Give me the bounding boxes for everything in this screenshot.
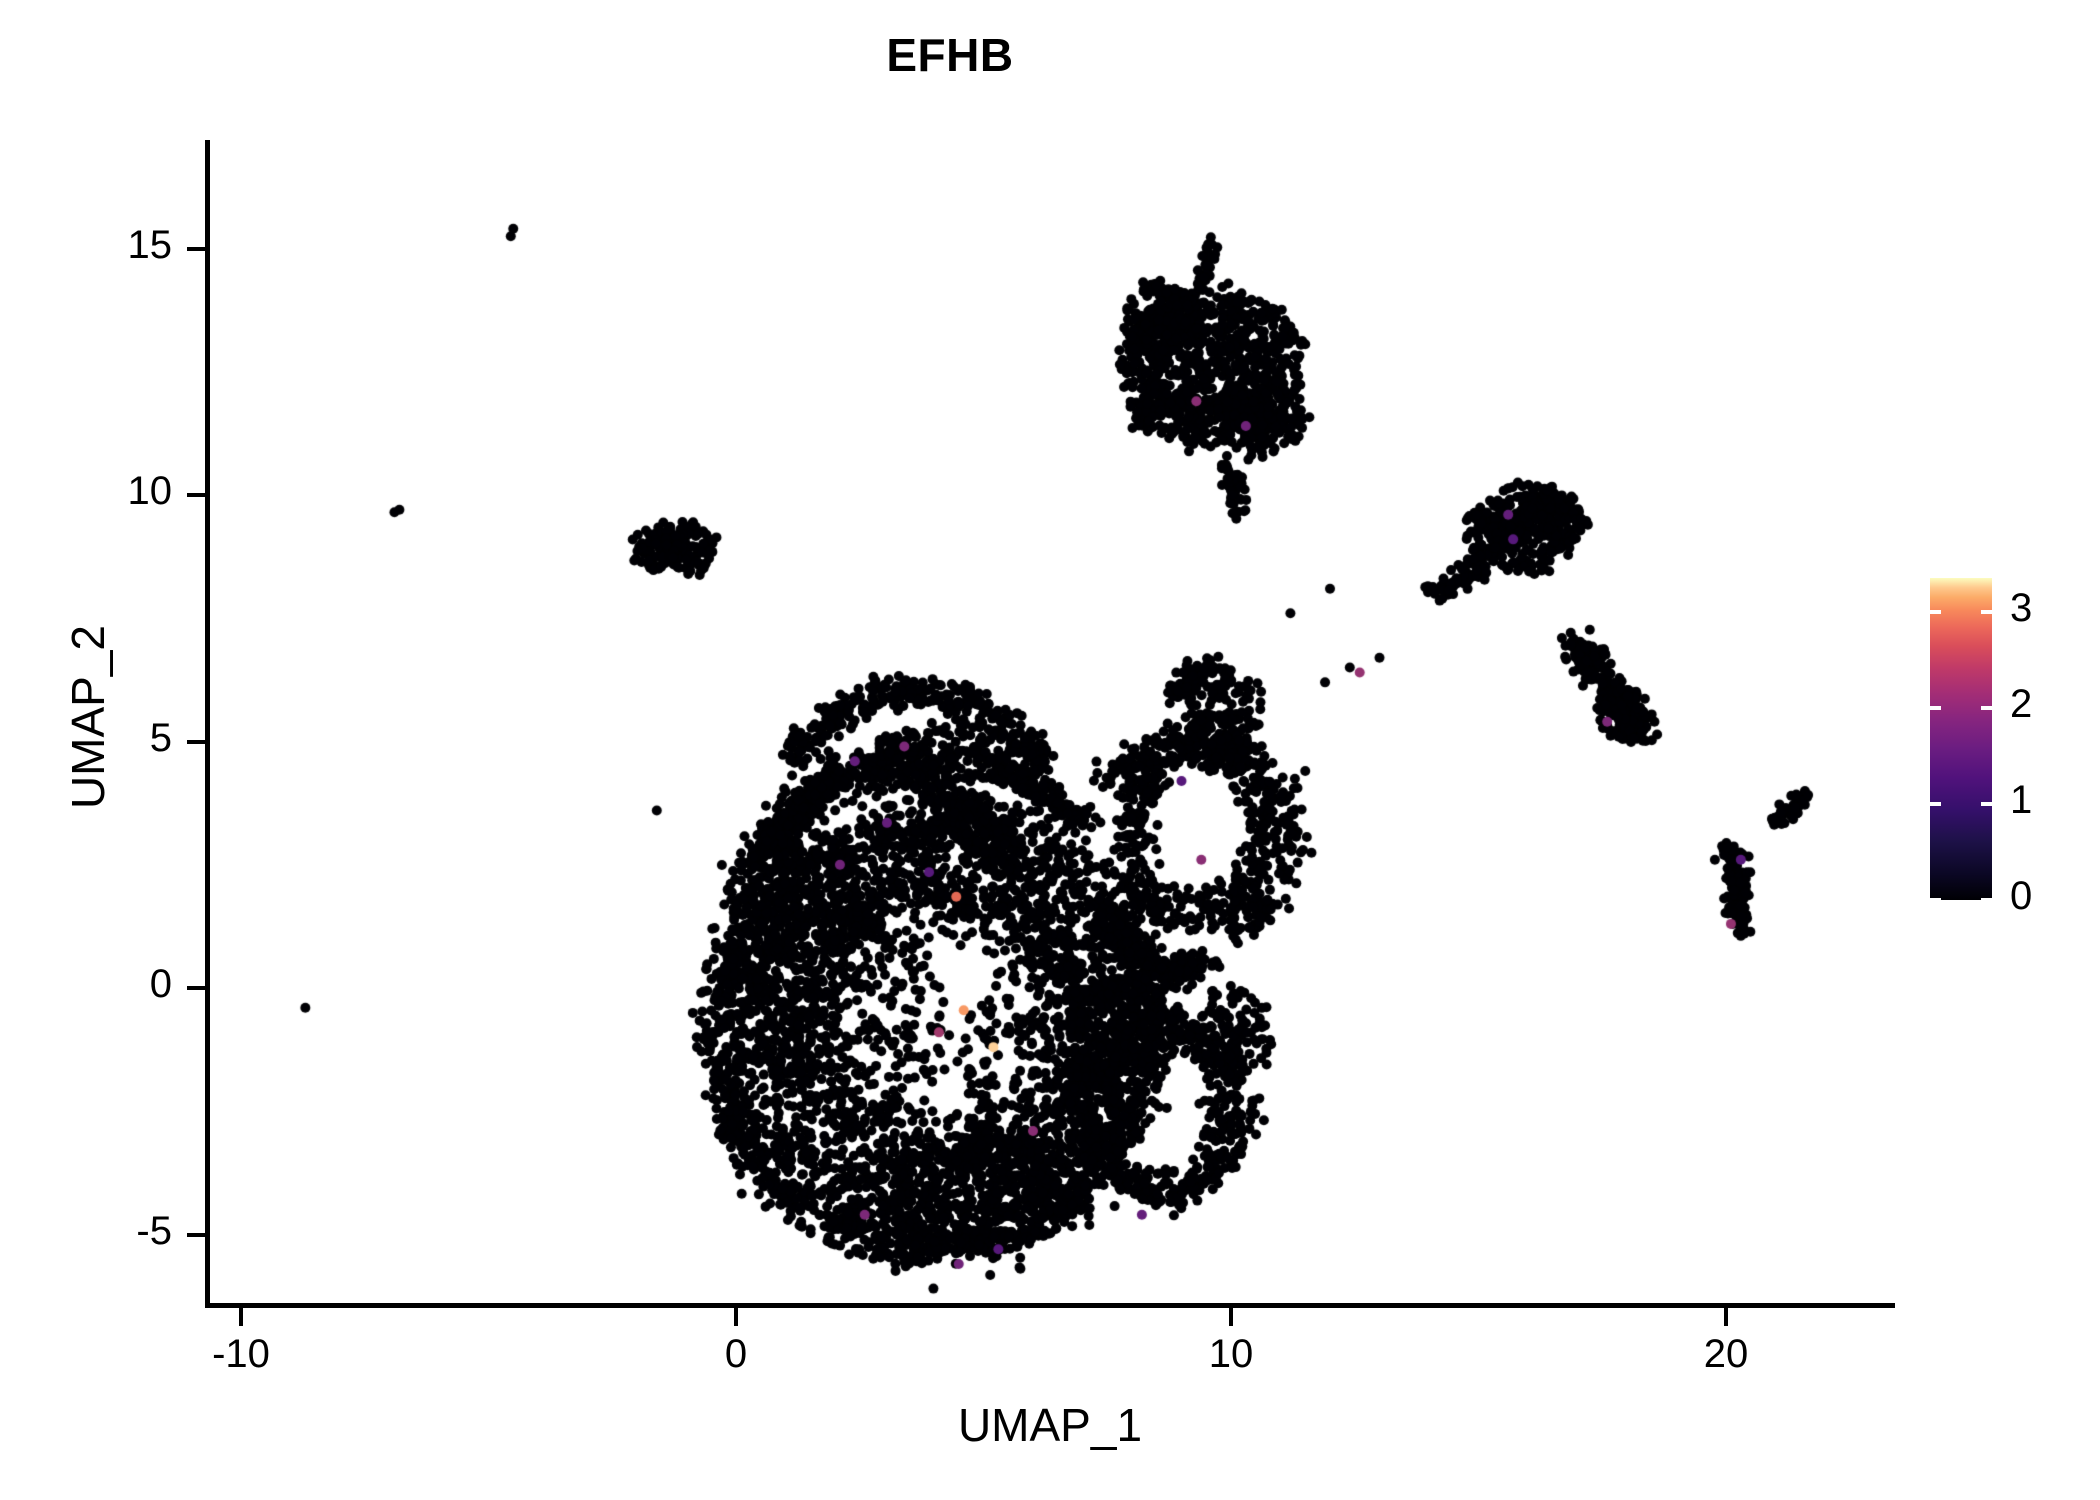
x-tick-mark — [734, 1308, 738, 1326]
colorbar-tick-label: 1 — [2010, 777, 2033, 822]
y-tick-label: 5 — [149, 715, 172, 760]
colorbar-tick-mark — [1981, 609, 1992, 614]
y-axis-line — [205, 140, 210, 1308]
x-tick-label: 20 — [1703, 1332, 1749, 1376]
colorbar-tick-mark — [1981, 705, 1992, 710]
colorbar-legend: 0 1 2 3 — [1930, 578, 2090, 918]
x-axis-title: UMAP_1 — [957, 1399, 1143, 1451]
colorbar-tick-label: 3 — [2010, 585, 2033, 630]
y-tick-mark — [187, 493, 205, 497]
y-tick-mark — [187, 986, 205, 990]
colorbar-tick-mark — [1981, 898, 1992, 902]
y-tick-mark — [187, 739, 205, 744]
y-tick-label: 10 — [127, 469, 173, 513]
colorbar-tick-label: 0 — [2010, 874, 2033, 918]
y-tick-label: -5 — [136, 1208, 172, 1253]
x-tick-label: 10 — [1208, 1332, 1254, 1376]
x-tick-label: -10 — [212, 1332, 270, 1376]
colorbar-tick-mark — [1981, 801, 1992, 806]
x-tick-mark — [1229, 1308, 1233, 1326]
y-tick-label: 0 — [149, 962, 172, 1006]
y-tick-mark — [187, 1232, 205, 1237]
y-tick-label: 15 — [127, 222, 173, 267]
colorbar-tick-label: 2 — [2010, 681, 2033, 726]
x-axis-line — [205, 1303, 1895, 1308]
colorbar-tick-mark — [1930, 609, 1941, 614]
x-tick-mark — [239, 1308, 243, 1326]
colorbar-gradient — [1930, 578, 1992, 900]
colorbar-tick-mark — [1930, 801, 1941, 806]
y-tick-mark — [187, 246, 205, 251]
y-axis-title: UMAP_2 — [62, 624, 114, 810]
x-tick-mark — [1724, 1308, 1728, 1326]
colorbar-tick-mark — [1930, 705, 1941, 710]
colorbar-tick-mark — [1930, 898, 1941, 902]
x-tick-label: 0 — [724, 1332, 748, 1376]
